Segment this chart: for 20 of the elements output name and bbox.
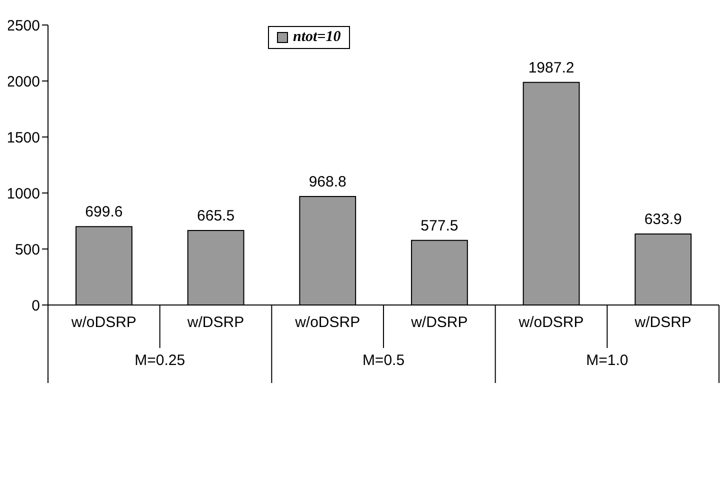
data-label: 633.9 [644,211,682,228]
y-tick-label: 1000 [6,185,40,202]
x-tick-label: w/DSRP [186,314,244,331]
text: M=0.25 [134,352,186,369]
x-tick-label: w/oDSRP [518,314,584,331]
data-label: 968.8 [308,173,346,190]
x-tick-label: w/oDSRP [70,314,136,331]
data-label: 1987.2 [528,59,574,76]
y-tick-label: 1500 [6,129,40,146]
text: M=1.0 [586,352,628,369]
data-label: 577.5 [420,217,458,234]
y-tick-label: 500 [14,241,40,258]
data-label: 699.6 [85,204,123,221]
legend-label: ntot=10 [293,29,341,46]
y-tick-label: 0 [32,297,40,314]
x-tick-label: w/DSRP [634,314,692,331]
text: M=0.5 [362,352,405,369]
data-label: 665.5 [197,207,235,224]
x-tick-label: w/oDSRP [294,314,360,331]
x-tick-label: w/DSRP [410,314,468,331]
